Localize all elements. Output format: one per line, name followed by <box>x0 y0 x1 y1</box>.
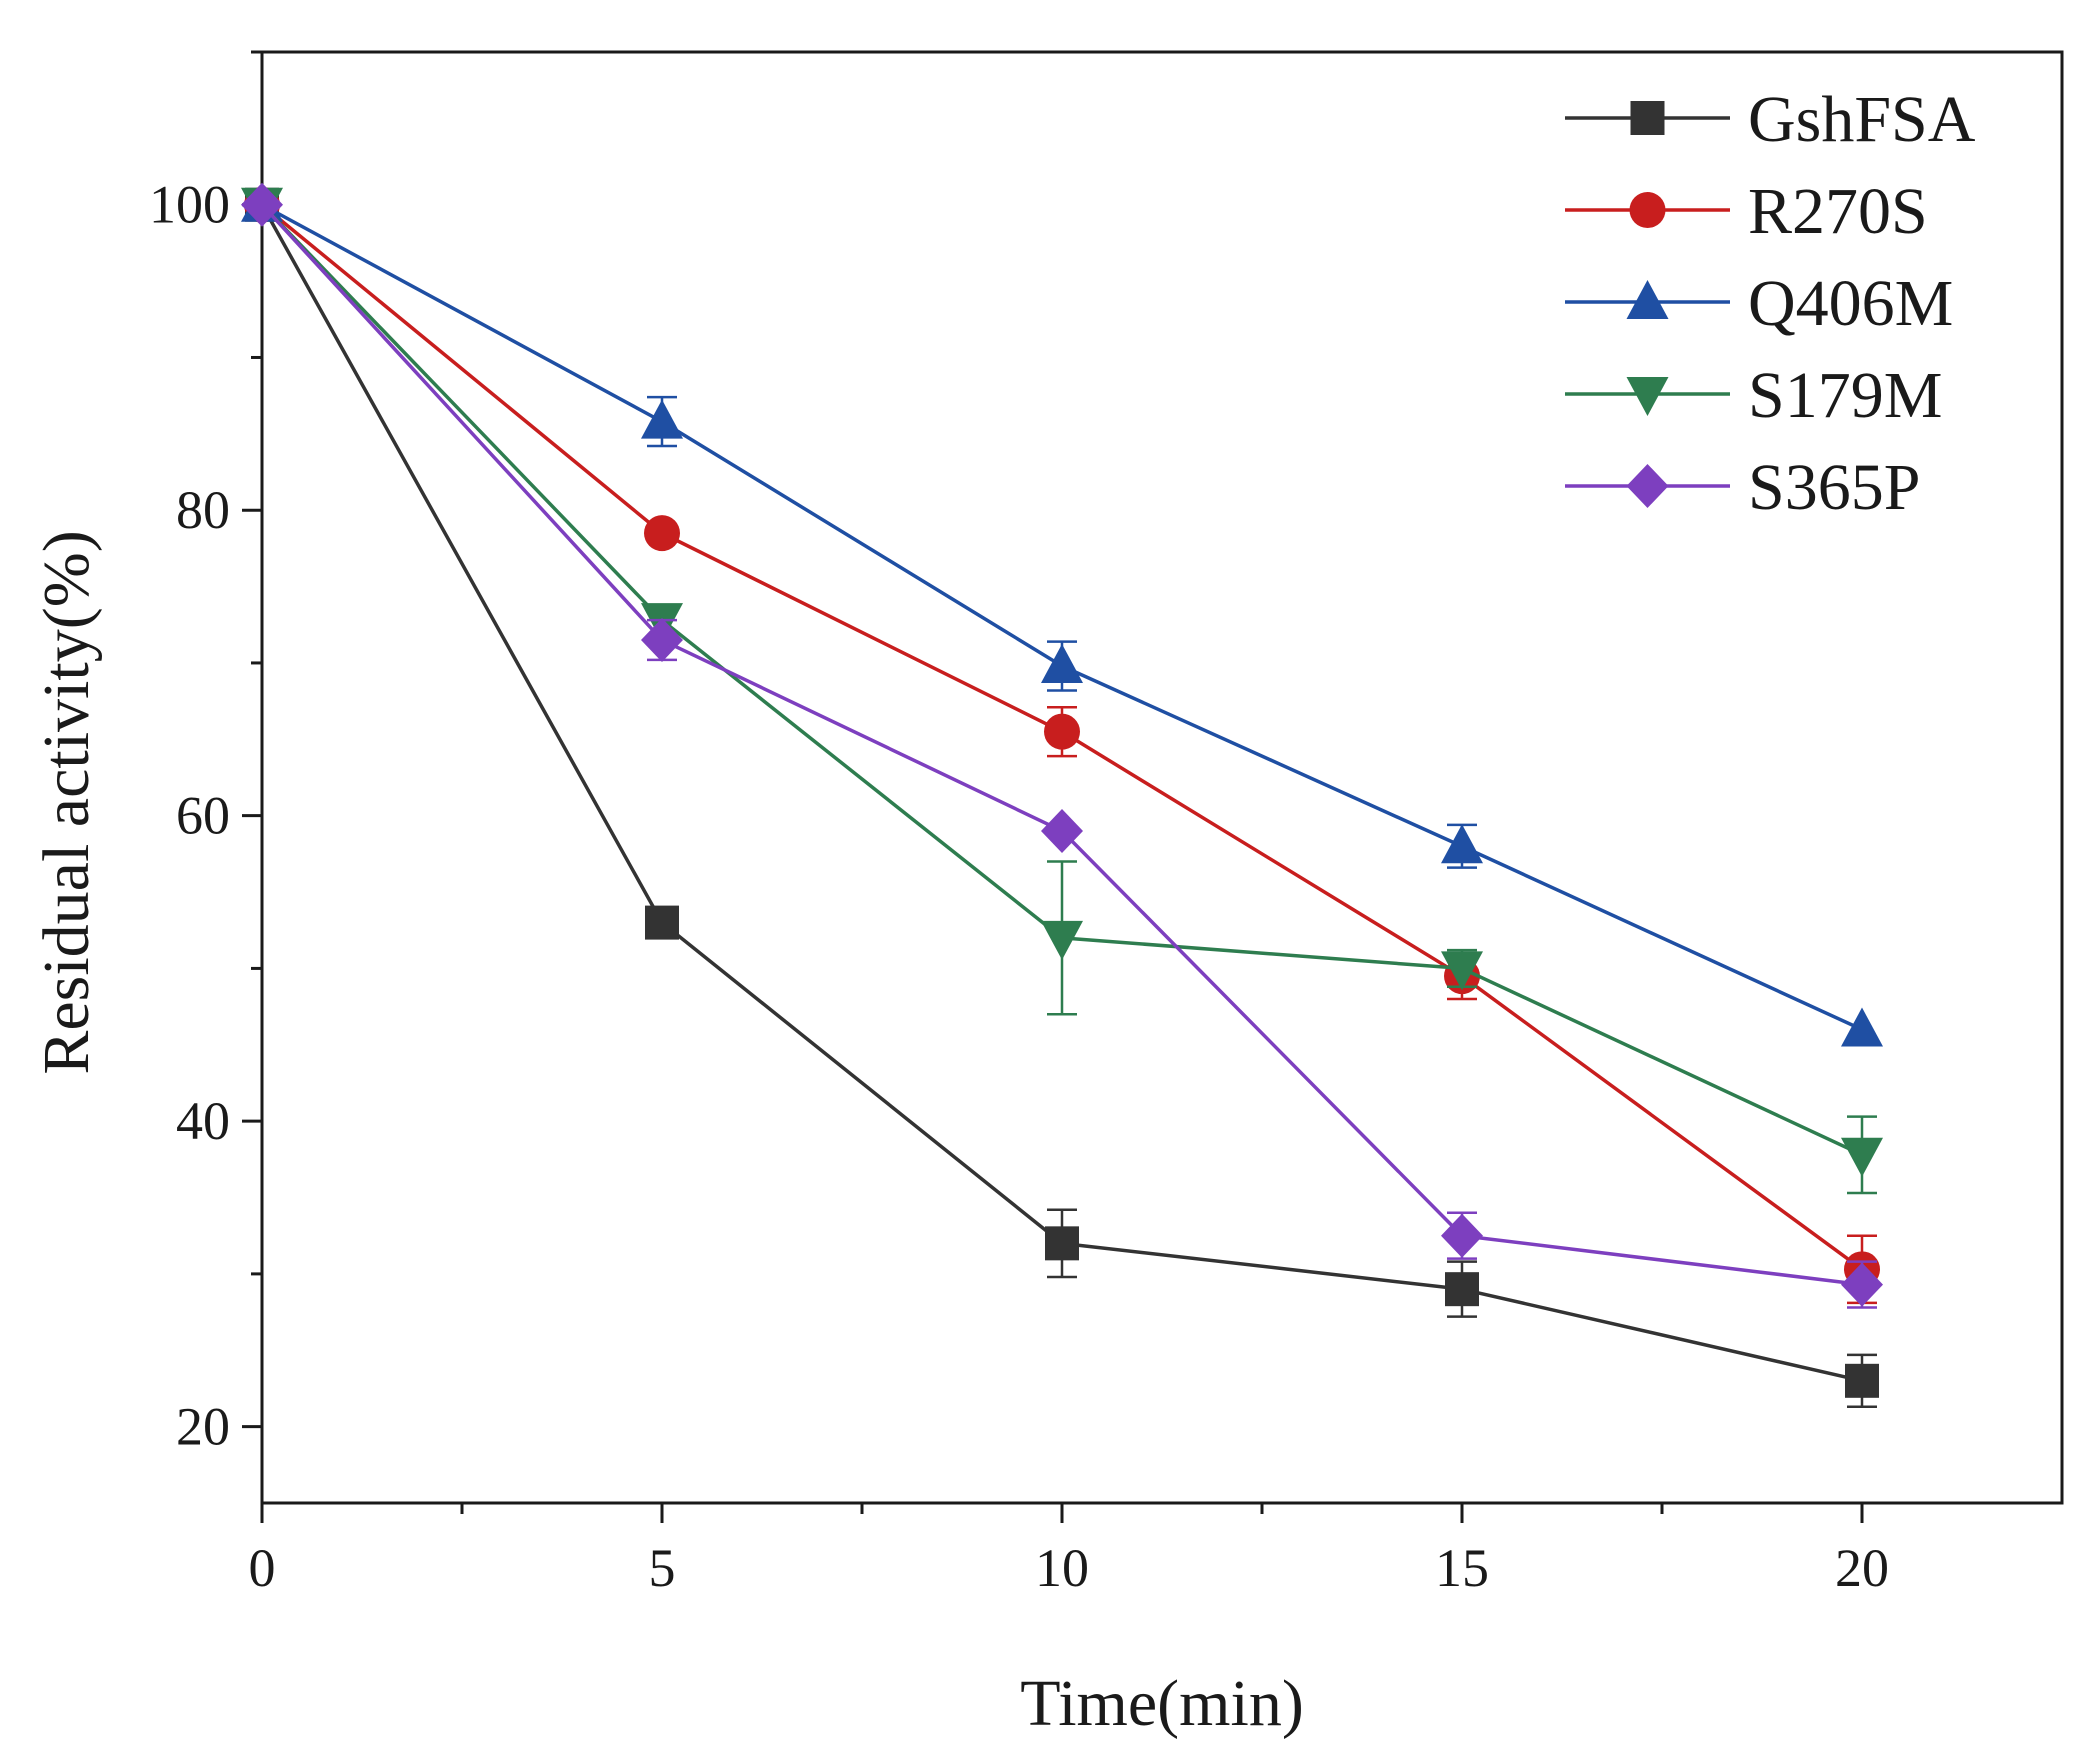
legend-item: S365P <box>1565 451 1920 524</box>
legend-item: S179M <box>1565 359 1942 432</box>
legend-item: GshFSA <box>1565 83 1976 156</box>
y-tick-label: 80 <box>176 480 230 540</box>
series-layer <box>241 182 1883 1409</box>
data-point <box>1441 951 1483 991</box>
data-point <box>1841 1007 1883 1047</box>
data-point <box>1041 644 1083 684</box>
x-tick-label: 20 <box>1835 1538 1889 1598</box>
legend: GshFSA R270S Q406M S179M S365P <box>1565 83 1976 524</box>
data-point <box>1845 1363 1879 1398</box>
series-S365P <box>241 182 1883 1309</box>
x-tick-label: 5 <box>649 1538 676 1598</box>
y-tick-label: 100 <box>149 175 230 235</box>
data-point <box>1041 808 1083 853</box>
y-tick-label: 40 <box>176 1091 230 1151</box>
data-point <box>1041 920 1083 960</box>
legend-marker <box>1626 464 1669 508</box>
legend-label: Q406M <box>1748 267 1953 340</box>
y-axis: 20 40 60 80 100 <box>149 50 262 1457</box>
legend-label: GshFSA <box>1748 83 1976 156</box>
legend-label: S179M <box>1748 359 1942 432</box>
y-axis-title: Residual activity(%) <box>30 530 103 1074</box>
plot-frame <box>260 50 2064 1505</box>
plot-border <box>260 50 2064 1505</box>
legend-label: R270S <box>1748 175 1928 248</box>
x-tick-label: 0 <box>249 1538 276 1598</box>
data-point <box>1841 1137 1883 1177</box>
data-point <box>1441 824 1483 864</box>
legend-marker <box>1629 192 1666 228</box>
x-tick-label: 10 <box>1035 1538 1089 1598</box>
data-point <box>645 905 679 940</box>
data-point <box>641 399 683 439</box>
x-axis: 0 5 10 15 20 <box>249 1503 1889 1598</box>
data-point <box>1044 713 1080 750</box>
data-point <box>1445 1272 1479 1307</box>
legend-marker <box>1630 101 1665 135</box>
data-point <box>644 515 680 552</box>
legend-marker <box>1626 377 1669 416</box>
x-axis-title: Time(min) <box>1020 1667 1304 1740</box>
legend-item: Q406M <box>1565 267 1953 340</box>
x-tick-label: 15 <box>1435 1538 1489 1598</box>
y-tick-label: 60 <box>176 786 230 846</box>
y-tick-label: 20 <box>176 1397 230 1457</box>
legend-item: R270S <box>1565 175 1928 248</box>
data-point <box>241 182 283 227</box>
series-GshFSA <box>245 187 1879 1409</box>
series-line <box>260 203 1863 1383</box>
legend-label: S365P <box>1748 451 1920 524</box>
data-point <box>641 618 683 663</box>
data-point <box>1841 1262 1883 1307</box>
data-point <box>1441 1213 1483 1258</box>
series-R270S <box>244 186 1880 1305</box>
legend-marker <box>1626 280 1669 319</box>
data-point <box>1045 1226 1079 1261</box>
